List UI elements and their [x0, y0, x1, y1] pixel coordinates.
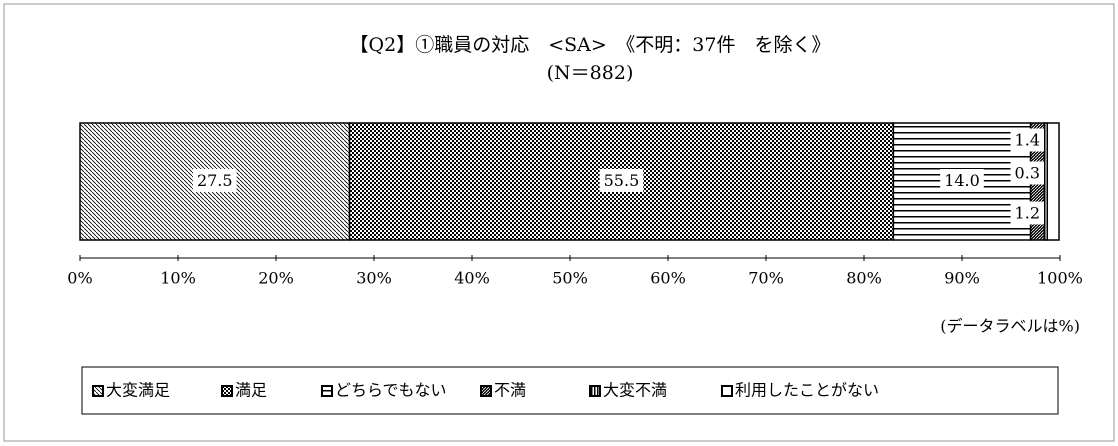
- legend-swatch: [92, 385, 104, 397]
- x-tick-label: 50%: [552, 269, 588, 288]
- x-tick-label: 90%: [944, 269, 980, 288]
- x-tick-label: 70%: [748, 269, 784, 288]
- legend-label: どちらでもない: [335, 381, 447, 400]
- legend-label: 大変満足: [106, 381, 170, 400]
- label-bg: [1010, 161, 1044, 185]
- label-bg: [192, 169, 237, 192]
- legend-label: 利用したことがない: [735, 381, 879, 400]
- legend-label: 不満: [494, 381, 526, 400]
- label-bg: [1010, 128, 1044, 152]
- data-label: 55.5: [604, 171, 640, 190]
- label-bg: [599, 169, 644, 192]
- x-tick-label: 80%: [846, 269, 882, 288]
- label-bg: [940, 169, 984, 192]
- data-label: 27.5: [197, 171, 233, 190]
- data-label: 0.3: [1015, 164, 1040, 183]
- data-label: 1.2: [1015, 204, 1040, 223]
- x-tick-label: 10%: [160, 269, 196, 288]
- data-label: 14.0: [944, 171, 980, 190]
- chart-title: 【Q2】①職員の対応 <SA> 《不明：37件 を除く》: [350, 34, 831, 56]
- x-tick-label: 40%: [454, 269, 490, 288]
- x-tick-label: 100%: [1037, 269, 1083, 288]
- legend-box: [81, 366, 1059, 415]
- legend-swatch: [221, 385, 233, 397]
- x-tick-label: 0%: [67, 269, 92, 288]
- bar-segment: [1046, 122, 1060, 241]
- chart-subtitle: (N＝882): [547, 62, 634, 84]
- x-tick-label: 30%: [356, 269, 392, 288]
- bar-segment: [79, 122, 351, 241]
- legend-swatch: [589, 385, 601, 397]
- data-label: 1.4: [1015, 131, 1040, 150]
- x-tick-label: 60%: [650, 269, 686, 288]
- annotation: (データラベルは%): [940, 317, 1080, 336]
- x-tick-label: 20%: [258, 269, 294, 288]
- legend-swatch: [480, 385, 492, 397]
- legend-label: 大変不満: [603, 381, 667, 400]
- legend-label: 満足: [235, 381, 267, 400]
- label-bg: [1010, 201, 1044, 225]
- legend-swatch: [721, 385, 733, 397]
- legend-swatch: [321, 385, 333, 397]
